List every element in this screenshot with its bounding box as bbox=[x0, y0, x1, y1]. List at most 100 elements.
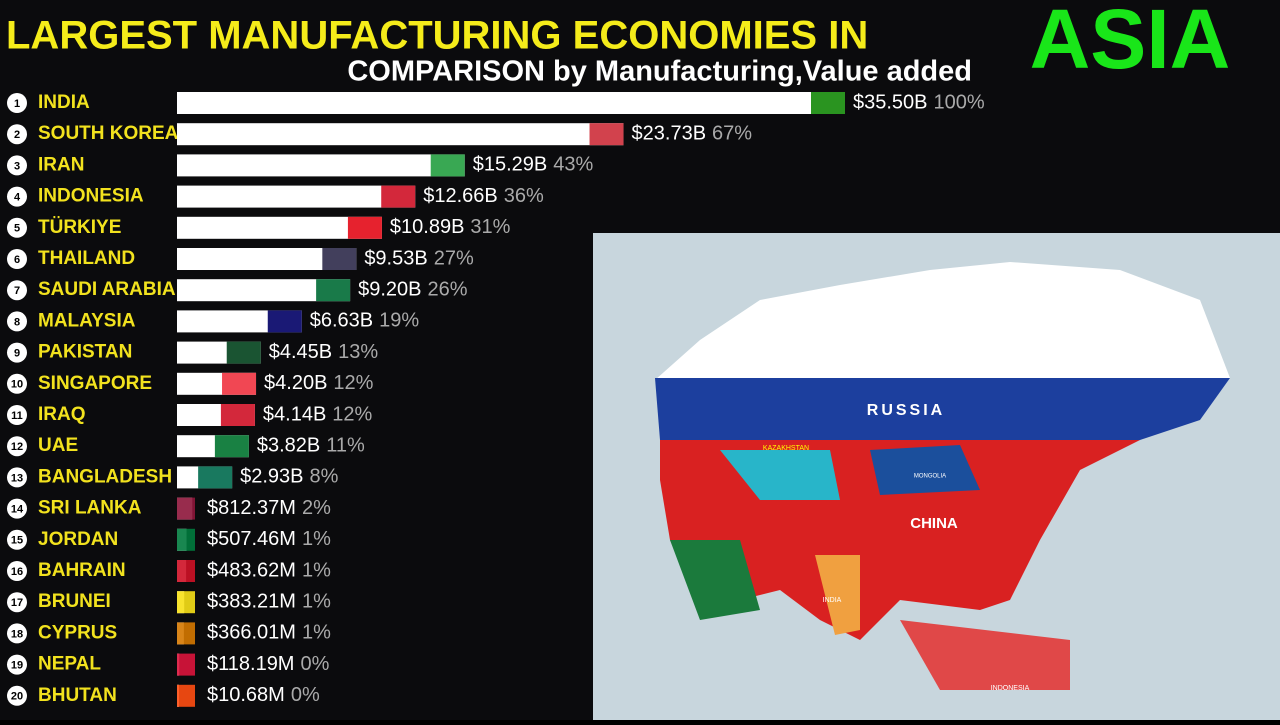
value-label: $10.68M bbox=[207, 684, 285, 706]
share-label: 1% bbox=[302, 622, 331, 644]
rank: 20 bbox=[11, 691, 23, 703]
flag bbox=[222, 372, 257, 395]
share-label: 1% bbox=[302, 559, 331, 581]
map-land bbox=[900, 620, 1070, 690]
rank: 14 bbox=[11, 504, 24, 516]
rank-badge bbox=[7, 623, 27, 644]
share-label: 13% bbox=[338, 341, 378, 363]
value-label: $6.63B bbox=[310, 310, 373, 332]
rank-badge bbox=[7, 342, 27, 363]
share-label: 36% bbox=[504, 185, 544, 207]
category-label: BRUNEI bbox=[38, 591, 111, 612]
bar bbox=[177, 248, 357, 270]
value-label: $366.01M bbox=[207, 622, 296, 644]
rank-badge bbox=[7, 155, 27, 176]
rank: 5 bbox=[14, 223, 20, 235]
category-label: MALAYSIA bbox=[38, 310, 136, 331]
flag bbox=[589, 123, 624, 146]
category-label: BANGLADESH bbox=[38, 466, 172, 487]
share-label: 12% bbox=[332, 403, 372, 425]
rank: 8 bbox=[14, 316, 20, 328]
category-label: INDONESIA bbox=[38, 186, 144, 207]
subtitle: COMPARISON by Manufacturing,Value added bbox=[347, 56, 972, 88]
value-label: $15.29B bbox=[473, 154, 548, 176]
rank-badge bbox=[7, 436, 27, 457]
rank-badge bbox=[7, 467, 27, 488]
share-label: 67% bbox=[712, 122, 752, 144]
category-label: UAE bbox=[38, 435, 78, 456]
category-label: SAUDI ARABIA bbox=[38, 279, 176, 300]
share-label: 0% bbox=[300, 653, 329, 675]
map-land bbox=[870, 445, 980, 495]
rank: 17 bbox=[11, 597, 23, 609]
rank-badge bbox=[7, 249, 27, 269]
share-label: 27% bbox=[434, 247, 474, 269]
chart-title: LARGEST MANUFACTURING ECONOMIES IN bbox=[6, 14, 868, 58]
bar bbox=[177, 154, 465, 177]
rank-badge bbox=[7, 529, 27, 550]
bar bbox=[177, 92, 845, 114]
map-land bbox=[815, 555, 860, 635]
share-label: 1% bbox=[302, 590, 331, 612]
bar bbox=[177, 279, 351, 302]
map-land bbox=[670, 540, 760, 620]
rank: 4 bbox=[14, 192, 21, 204]
rank: 19 bbox=[11, 660, 23, 672]
rank-badge bbox=[7, 405, 27, 425]
share-label: 100% bbox=[934, 91, 985, 113]
value-label: $35.50B bbox=[853, 91, 928, 113]
map-label: INDONESIA bbox=[991, 685, 1030, 692]
value-label: $23.73B bbox=[632, 122, 707, 144]
bar bbox=[177, 123, 624, 146]
rank: 12 bbox=[11, 441, 23, 453]
rank-badge bbox=[7, 186, 27, 207]
flag bbox=[198, 466, 233, 489]
value-label: $507.46M bbox=[207, 528, 296, 550]
rank: 9 bbox=[14, 348, 20, 360]
value-label: $9.20B bbox=[358, 278, 421, 300]
category-label: SINGAPORE bbox=[38, 373, 152, 394]
value-label: $4.20B bbox=[264, 372, 327, 394]
flag bbox=[177, 560, 195, 582]
flag bbox=[811, 92, 845, 114]
rank: 15 bbox=[11, 535, 23, 547]
rank-badge bbox=[7, 311, 27, 332]
value-label: $4.14B bbox=[263, 403, 326, 425]
map: RUSSIA CHINA KAZAKHSTAN MONGOLIA INDIA I… bbox=[593, 233, 1280, 720]
map-label: KAZAKHSTAN bbox=[763, 445, 809, 452]
flag bbox=[214, 435, 249, 458]
flag bbox=[177, 591, 195, 614]
value-label: $4.45B bbox=[269, 341, 332, 363]
rank-badge bbox=[7, 498, 27, 519]
share-label: 31% bbox=[470, 216, 510, 238]
value-label: $10.89B bbox=[390, 216, 465, 238]
share-label: 19% bbox=[379, 310, 419, 332]
category-label: TÜRKIYE bbox=[38, 217, 121, 238]
category-label: INDIA bbox=[38, 92, 90, 113]
map-land bbox=[655, 378, 1230, 440]
rank: 13 bbox=[11, 472, 23, 484]
rank-badge bbox=[7, 592, 27, 613]
flag bbox=[177, 497, 195, 520]
rank-badge bbox=[7, 685, 27, 706]
flag bbox=[267, 310, 302, 333]
flag bbox=[316, 279, 351, 302]
rank: 16 bbox=[11, 566, 23, 578]
rank: 2 bbox=[14, 129, 20, 141]
share-label: 12% bbox=[333, 372, 373, 394]
map-label: RUSSIA bbox=[867, 402, 945, 419]
value-label: $383.21M bbox=[207, 590, 296, 612]
share-label: 43% bbox=[553, 154, 593, 176]
share-label: 1% bbox=[302, 528, 331, 550]
category-label: JORDAN bbox=[38, 529, 118, 550]
value-label: $118.19M bbox=[207, 653, 294, 675]
rank: 7 bbox=[14, 285, 20, 297]
category-label: SOUTH KOREA bbox=[38, 123, 179, 144]
share-label: 2% bbox=[302, 497, 331, 519]
flag bbox=[322, 248, 357, 270]
value-label: $12.66B bbox=[423, 185, 498, 207]
category-label: CYPRUS bbox=[38, 622, 117, 643]
bar bbox=[177, 185, 416, 208]
rank-badge bbox=[7, 561, 27, 581]
